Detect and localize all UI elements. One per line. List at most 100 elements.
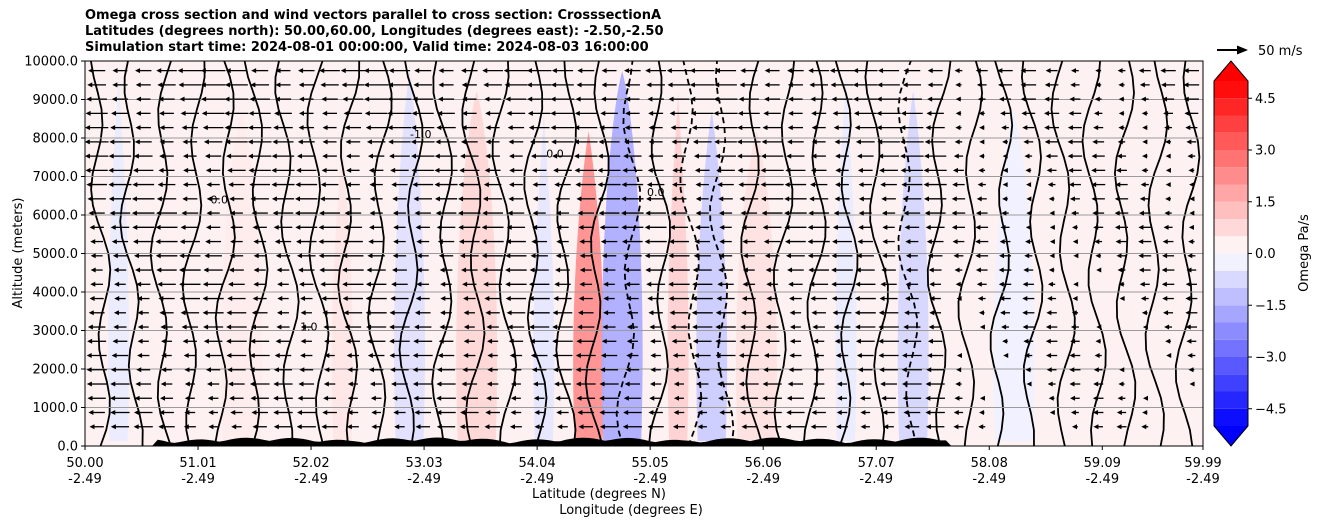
wind-vector-head xyxy=(248,110,254,116)
wind-vector-head xyxy=(184,367,190,373)
wind-vector-head xyxy=(135,68,141,74)
wind-vector-head xyxy=(532,182,538,188)
wind-vector-head xyxy=(1116,424,1122,430)
wind-vector-head xyxy=(134,139,140,145)
wind-vector-head xyxy=(998,82,1004,88)
wind-vector-head xyxy=(251,410,257,416)
wind-vector-head xyxy=(552,324,558,330)
wind-vector-head xyxy=(229,395,235,401)
wind-vector-head xyxy=(203,324,209,330)
wind-vector-head xyxy=(183,424,189,430)
x-tick-label-lon: -2.49 xyxy=(1085,472,1119,487)
y-axis-label: Altitude (meters) xyxy=(11,198,26,309)
wind-vector-head xyxy=(411,110,417,116)
wind-vector-head xyxy=(1000,224,1006,230)
wind-vector-head xyxy=(1048,395,1054,401)
wind-vector-head xyxy=(416,253,422,259)
wind-vector-head xyxy=(484,167,490,173)
wind-vector-head xyxy=(1002,196,1008,202)
colorbar: 4.5 3.0 1.5 0.0 −1.5 −3.0 −4.5 xyxy=(1213,60,1287,447)
wind-vector-head xyxy=(1045,153,1051,159)
wind-vector-head xyxy=(740,410,746,416)
wind-vector-head xyxy=(788,96,794,102)
wind-vector-head xyxy=(1047,182,1053,188)
wind-vector-head xyxy=(786,395,792,401)
wind-vector-head xyxy=(789,324,795,330)
wind-vector-head xyxy=(691,125,697,131)
wind-vector-head xyxy=(837,395,843,401)
wind-vector-head xyxy=(180,310,186,316)
wind-vector-head xyxy=(532,224,538,230)
wind-vector-head xyxy=(810,182,816,188)
wind-vector-head xyxy=(883,424,889,430)
wind-vector-head xyxy=(276,324,282,330)
wind-vector-head xyxy=(459,424,465,430)
wind-vector-head xyxy=(461,381,467,387)
wind-vector-head xyxy=(668,267,674,273)
wind-vector-head xyxy=(1091,182,1097,188)
wind-vector-head xyxy=(811,410,817,416)
wind-vector-head xyxy=(645,68,651,74)
wind-vector-head xyxy=(760,167,766,173)
wind-vector-head xyxy=(205,367,211,373)
wind-vector-head xyxy=(858,210,864,216)
wind-vector-head xyxy=(668,296,674,302)
x-tick-label-lon: -2.49 xyxy=(294,472,328,487)
wind-vector-head xyxy=(342,267,348,273)
wind-vector-head xyxy=(1021,110,1027,116)
wind-vector-head xyxy=(574,125,580,131)
wind-vector-head xyxy=(785,167,791,173)
wind-vector-head xyxy=(670,210,676,216)
wind-vector-head xyxy=(1116,167,1122,173)
wind-vector-head xyxy=(365,281,371,287)
wind-vector-head xyxy=(742,253,748,259)
wind-vector-head xyxy=(692,338,698,344)
wind-vector-head xyxy=(275,338,281,344)
title-line-2: Latitudes (degrees north): 50.00,60.00, … xyxy=(85,24,664,39)
wind-vector-head xyxy=(926,239,932,245)
wind-vector-head xyxy=(458,182,464,188)
wind-vector-head xyxy=(108,196,114,202)
wind-vector-head xyxy=(299,367,305,373)
wind-vector-head xyxy=(787,125,793,131)
wind-vector-head xyxy=(692,281,698,287)
wind-vector-head xyxy=(394,424,400,430)
wind-vector-head xyxy=(133,424,139,430)
colorbar-segment xyxy=(1214,253,1248,271)
quiver-key-arrowhead-icon xyxy=(1237,45,1248,55)
wind-vector-head xyxy=(110,424,116,430)
contour-label: -1.0 xyxy=(410,128,431,141)
wind-vector-head xyxy=(506,310,512,316)
wind-vector-head xyxy=(600,239,606,245)
wind-vector-head xyxy=(131,210,137,216)
wind-vector-head xyxy=(673,410,679,416)
wind-vector-head xyxy=(577,68,583,74)
wind-vector-head xyxy=(532,210,538,216)
wind-vector-head xyxy=(457,210,463,216)
wind-vector-head xyxy=(206,210,212,216)
wind-vector-head xyxy=(366,139,372,145)
wind-vector-head xyxy=(111,110,117,116)
wind-vector-head xyxy=(956,367,962,373)
wind-vector-head xyxy=(927,96,933,102)
wind-vector-head xyxy=(346,424,352,430)
wind-vector-head xyxy=(364,96,370,102)
wind-vector-head xyxy=(1142,324,1148,330)
wind-vector-head xyxy=(1048,267,1054,273)
x-tick-label-lat: 53.03 xyxy=(405,456,442,471)
wind-vector-head xyxy=(178,82,184,88)
wind-vector-head xyxy=(322,410,328,416)
wind-vector-head xyxy=(1185,296,1191,302)
wind-vector-head xyxy=(1119,296,1125,302)
wind-vector-head xyxy=(204,153,210,159)
wind-vector-head xyxy=(598,139,604,145)
wind-vector-head xyxy=(1020,68,1026,74)
wind-vector-head xyxy=(953,410,959,416)
wind-vector-head xyxy=(390,367,396,373)
wind-vector-head xyxy=(88,310,94,316)
wind-vector-head xyxy=(787,381,793,387)
wind-vector-head xyxy=(1093,367,1099,373)
wind-vector-head xyxy=(649,381,655,387)
wind-vector-head xyxy=(415,424,421,430)
